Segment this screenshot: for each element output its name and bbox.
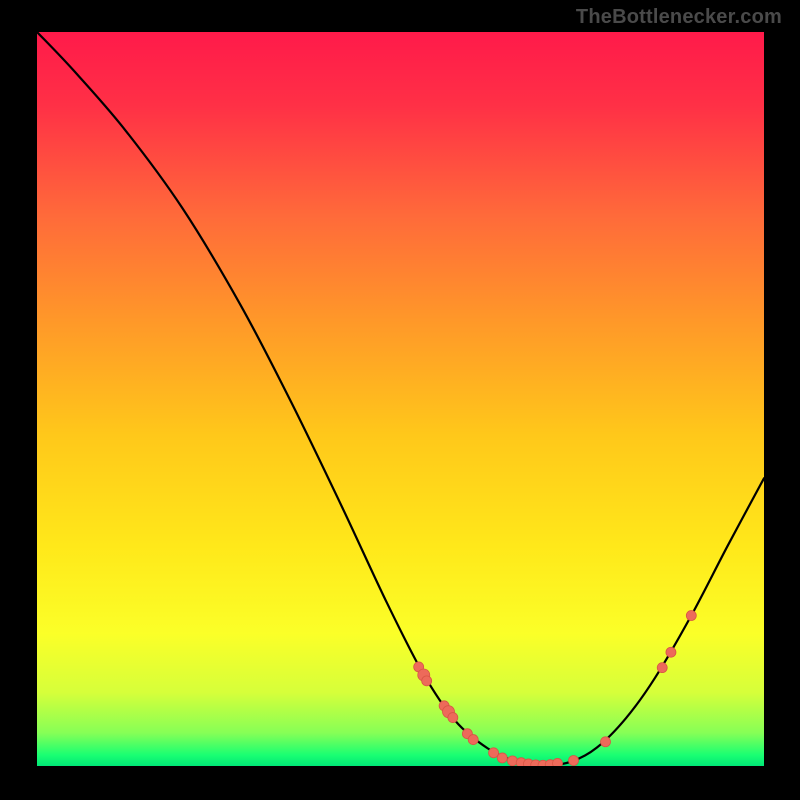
data-marker (422, 676, 432, 686)
curve-layer (0, 0, 800, 800)
chart-container: TheBottlenecker.com (0, 0, 800, 800)
data-marker (507, 756, 517, 766)
data-marker (489, 748, 499, 758)
data-marker (666, 647, 676, 657)
data-marker (657, 663, 667, 673)
data-marker (601, 737, 611, 747)
data-marker (468, 735, 478, 745)
data-marker (686, 611, 696, 621)
data-marker (553, 758, 563, 768)
bottleneck-curve (37, 32, 764, 765)
data-marker (497, 753, 507, 763)
data-marker (569, 756, 579, 766)
data-marker (448, 713, 458, 723)
